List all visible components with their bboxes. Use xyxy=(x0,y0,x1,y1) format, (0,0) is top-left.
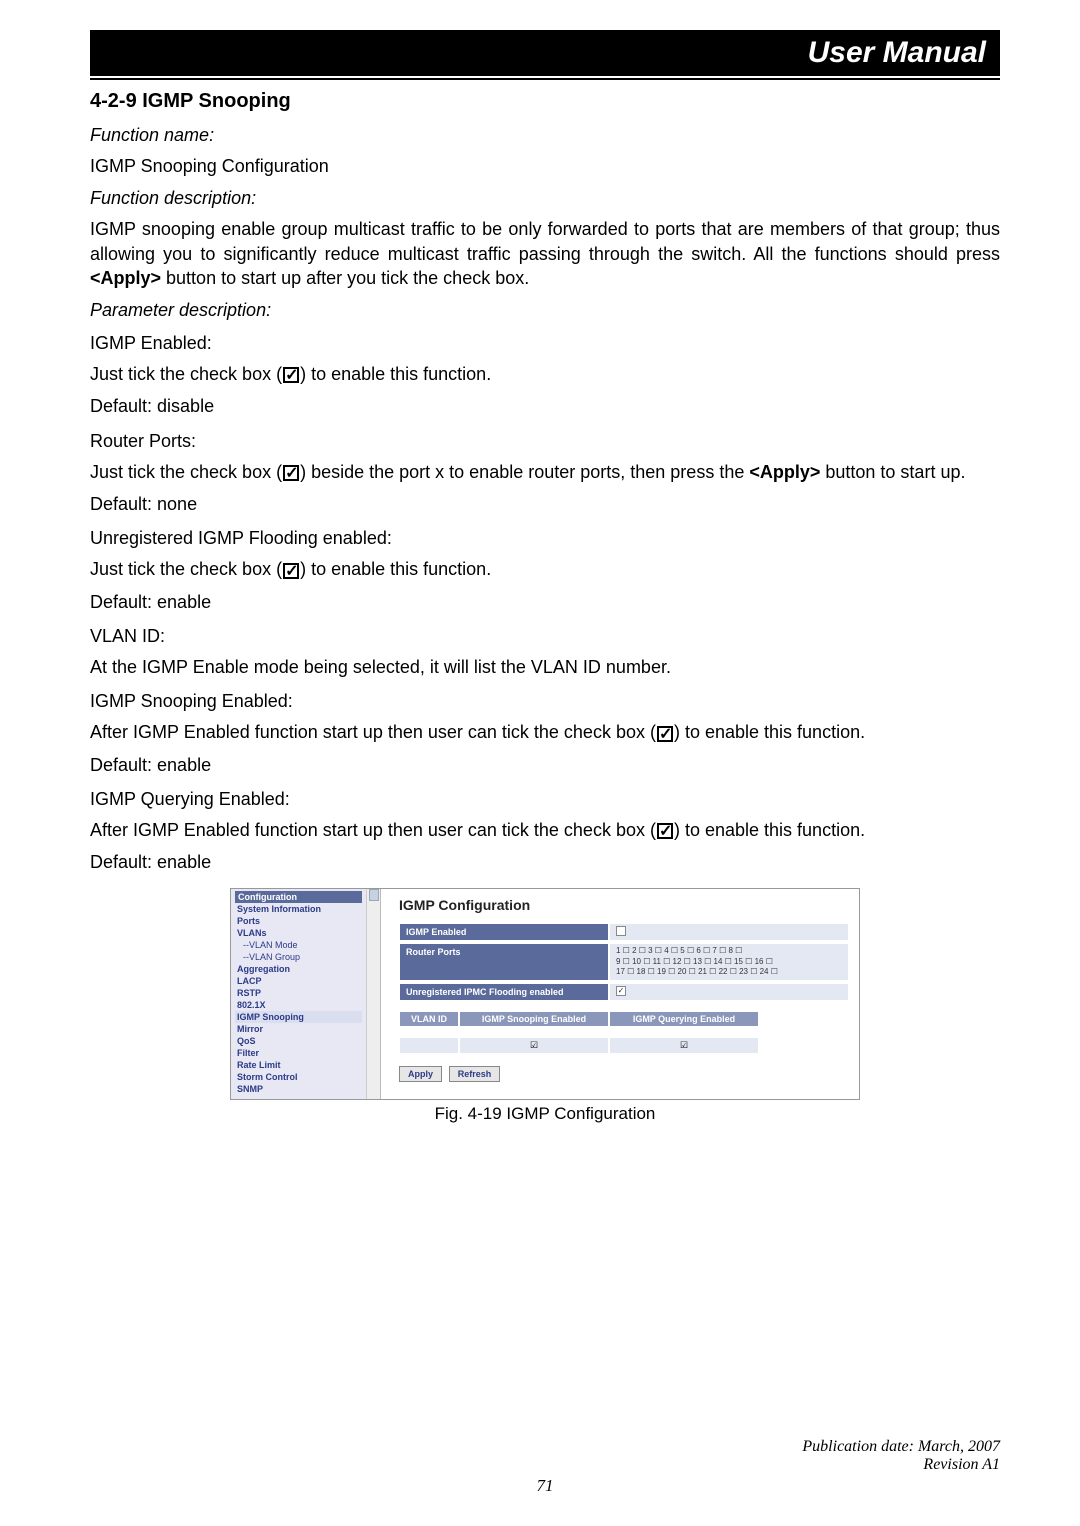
text-pre: Just tick the check box ( xyxy=(90,364,282,384)
apply-literal: <Apply> xyxy=(749,462,820,482)
ss-label: IGMP Enabled xyxy=(399,923,609,941)
text-post: button to start up. xyxy=(820,462,965,482)
footer-rev: Revision A1 xyxy=(90,1456,1000,1474)
checkbox-icon xyxy=(283,465,299,481)
ss-table: VLAN ID IGMP Snooping Enabled IGMP Query… xyxy=(399,1011,849,1054)
footer-pub: Publication date: March, 2007 xyxy=(90,1438,1000,1456)
param-snoop-line: After IGMP Enabled function start up the… xyxy=(90,720,1000,744)
param-snoop-default: Default: enable xyxy=(90,753,1000,777)
nav-item[interactable]: 802.1X xyxy=(235,999,362,1011)
ss-buttons: Apply Refresh xyxy=(399,1066,849,1082)
nav-item-selected[interactable]: IGMP Snooping xyxy=(235,1011,362,1023)
checkbox[interactable] xyxy=(616,926,626,936)
nav-item[interactable]: --VLAN Mode xyxy=(235,939,362,951)
param-router-ports-line: Just tick the check box ( ) beside the po… xyxy=(90,460,1000,484)
nav-item[interactable]: Rate Limit xyxy=(235,1059,362,1071)
nav-config[interactable]: Configuration xyxy=(235,891,362,903)
text-post: ) to enable this function. xyxy=(674,820,865,840)
checkbox-icon xyxy=(657,823,673,839)
text-pre: Just tick the check box ( xyxy=(90,462,282,482)
ss-row-router: Router Ports 1 ☐ 2 ☐ 3 ☐ 4 ☐ 5 ☐ 6 ☐ 7 ☐… xyxy=(399,943,849,980)
nav-item[interactable]: Ports xyxy=(235,915,362,927)
ss-nav-panel: Configuration System Information Ports V… xyxy=(231,889,381,1099)
th-snoop: IGMP Snooping Enabled xyxy=(459,1011,609,1027)
ss-row-unreg: Unregistered IPMC Flooding enabled ✓ xyxy=(399,983,849,1001)
ports-line[interactable]: 17 ☐ 18 ☐ 19 ☐ 20 ☐ 21 ☐ 22 ☐ 23 ☐ 24 ☐ xyxy=(616,967,842,977)
nav-item[interactable]: Mirror xyxy=(235,1023,362,1035)
param-igmp-enabled-line: Just tick the check box ( ) to enable thi… xyxy=(90,362,1000,386)
function-name-label: Function name: xyxy=(90,125,1000,146)
text-post: ) to enable this function. xyxy=(674,722,865,742)
header-banner: User Manual xyxy=(90,30,1000,76)
refresh-button[interactable]: Refresh xyxy=(449,1066,501,1082)
td-vlan xyxy=(399,1037,459,1054)
param-query-title: IGMP Querying Enabled: xyxy=(90,789,1000,810)
param-igmp-enabled-title: IGMP Enabled: xyxy=(90,333,1000,354)
param-snoop-title: IGMP Snooping Enabled: xyxy=(90,691,1000,712)
td-snoop[interactable]: ☑ xyxy=(459,1037,609,1054)
checkbox-icon xyxy=(657,726,673,742)
param-query-default: Default: enable xyxy=(90,850,1000,874)
text-pre: Just tick the check box ( xyxy=(90,559,282,579)
ports-line[interactable]: 9 ☐ 10 ☐ 11 ☐ 12 ☐ 13 ☐ 14 ☐ 15 ☐ 16 ☐ xyxy=(616,957,842,967)
nav-item[interactable]: RSTP xyxy=(235,987,362,999)
ss-row-igmp: IGMP Enabled xyxy=(399,923,849,941)
checkbox-icon xyxy=(283,563,299,579)
page-number: 71 xyxy=(90,1476,1000,1496)
nav-item[interactable]: System Information xyxy=(235,903,362,915)
text-pre: After IGMP Enabled function start up the… xyxy=(90,820,656,840)
function-desc-label: Function description: xyxy=(90,188,1000,209)
param-router-ports-title: Router Ports: xyxy=(90,431,1000,452)
param-router-ports-default: Default: none xyxy=(90,492,1000,516)
nav-item[interactable]: Aggregation xyxy=(235,963,362,975)
checkbox-icon xyxy=(283,367,299,383)
nav-item[interactable]: VLANs xyxy=(235,927,362,939)
th-vlan: VLAN ID xyxy=(399,1011,459,1027)
param-query-line: After IGMP Enabled function start up the… xyxy=(90,818,1000,842)
text-post: ) to enable this function. xyxy=(300,364,491,384)
section-heading: 4-2-9 IGMP Snooping xyxy=(90,90,1000,113)
nav-item[interactable]: Storm Control xyxy=(235,1071,362,1083)
ss-val: ✓ xyxy=(609,983,849,1001)
function-desc-post: button to start up after you tick the ch… xyxy=(161,268,529,288)
ss-title: IGMP Configuration xyxy=(399,897,849,913)
nav-item[interactable]: SNMP xyxy=(235,1083,362,1095)
nav-item[interactable]: Filter xyxy=(235,1047,362,1059)
param-desc-label: Parameter description: xyxy=(90,300,1000,321)
ss-label: Router Ports xyxy=(399,943,609,980)
nav-item[interactable]: --VLAN Group xyxy=(235,951,362,963)
page-footer: Publication date: March, 2007 Revision A… xyxy=(90,1438,1000,1496)
function-desc-text: IGMP snooping enable group multicast tra… xyxy=(90,217,1000,290)
param-igmp-enabled-default: Default: disable xyxy=(90,394,1000,418)
td-query[interactable]: ☑ xyxy=(609,1037,759,1054)
scroll-thumb[interactable] xyxy=(369,889,379,901)
embedded-screenshot: Configuration System Information Ports V… xyxy=(230,888,860,1100)
apply-literal: <Apply> xyxy=(90,268,161,288)
ss-label: Unregistered IPMC Flooding enabled xyxy=(399,983,609,1001)
param-unreg-default: Default: enable xyxy=(90,590,1000,614)
checkbox[interactable]: ✓ xyxy=(616,986,626,996)
text-post: ) to enable this function. xyxy=(300,559,491,579)
text-pre: After IGMP Enabled function start up the… xyxy=(90,722,656,742)
th-query: IGMP Querying Enabled xyxy=(609,1011,759,1027)
ss-val-ports: 1 ☐ 2 ☐ 3 ☐ 4 ☐ 5 ☐ 6 ☐ 7 ☐ 8 ☐ 9 ☐ 10 ☐… xyxy=(609,943,849,980)
function-name-value: IGMP Snooping Configuration xyxy=(90,154,1000,178)
nav-item[interactable]: QoS xyxy=(235,1035,362,1047)
text-mid: ) beside the port x to enable router por… xyxy=(300,462,749,482)
ss-nav: Configuration System Information Ports V… xyxy=(231,889,380,1099)
apply-button[interactable]: Apply xyxy=(399,1066,442,1082)
param-vlan-line: At the IGMP Enable mode being selected, … xyxy=(90,655,1000,679)
param-unreg-title: Unregistered IGMP Flooding enabled: xyxy=(90,528,1000,549)
scrollbar[interactable] xyxy=(366,889,380,1099)
ss-val xyxy=(609,923,849,941)
ss-content: IGMP Configuration IGMP Enabled Router P… xyxy=(381,889,859,1099)
figure-caption: Fig. 4-19 IGMP Configuration xyxy=(90,1104,1000,1124)
param-vlan-title: VLAN ID: xyxy=(90,626,1000,647)
header-rule xyxy=(90,78,1000,80)
nav-item[interactable]: LACP xyxy=(235,975,362,987)
param-unreg-line: Just tick the check box ( ) to enable thi… xyxy=(90,557,1000,581)
function-desc-pre: IGMP snooping enable group multicast tra… xyxy=(90,219,1000,263)
ports-line[interactable]: 1 ☐ 2 ☐ 3 ☐ 4 ☐ 5 ☐ 6 ☐ 7 ☐ 8 ☐ xyxy=(616,946,842,956)
